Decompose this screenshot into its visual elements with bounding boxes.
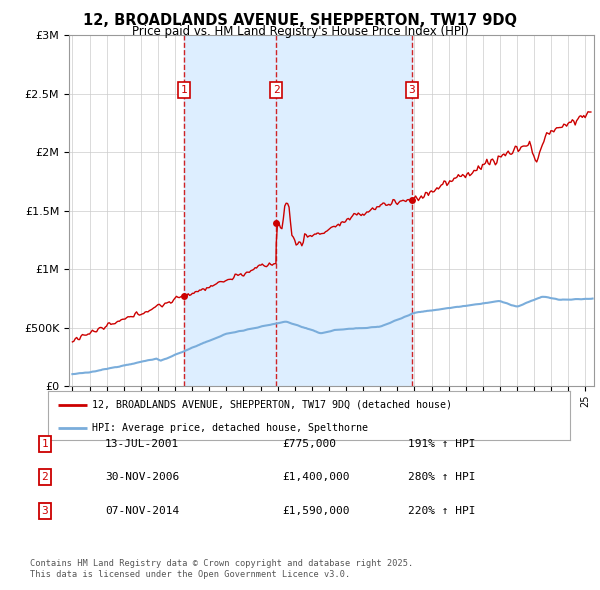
Text: 220% ↑ HPI: 220% ↑ HPI xyxy=(408,506,476,516)
Text: 30-NOV-2006: 30-NOV-2006 xyxy=(105,473,179,482)
Text: This data is licensed under the Open Government Licence v3.0.: This data is licensed under the Open Gov… xyxy=(30,571,350,579)
Text: 3: 3 xyxy=(41,506,49,516)
Text: £1,400,000: £1,400,000 xyxy=(282,473,349,482)
Text: £775,000: £775,000 xyxy=(282,439,336,448)
Bar xyxy=(184,35,276,386)
Text: 2: 2 xyxy=(41,473,49,482)
Text: 2: 2 xyxy=(273,85,280,95)
Text: 280% ↑ HPI: 280% ↑ HPI xyxy=(408,473,476,482)
Text: 07-NOV-2014: 07-NOV-2014 xyxy=(105,506,179,516)
Text: 12, BROADLANDS AVENUE, SHEPPERTON, TW17 9DQ (detached house): 12, BROADLANDS AVENUE, SHEPPERTON, TW17 … xyxy=(92,399,452,409)
Text: £1,590,000: £1,590,000 xyxy=(282,506,349,516)
Text: 191% ↑ HPI: 191% ↑ HPI xyxy=(408,439,476,448)
Text: Contains HM Land Registry data © Crown copyright and database right 2025.: Contains HM Land Registry data © Crown c… xyxy=(30,559,413,568)
Text: 1: 1 xyxy=(181,85,188,95)
Text: 13-JUL-2001: 13-JUL-2001 xyxy=(105,439,179,448)
Text: 1: 1 xyxy=(41,439,49,448)
Text: 12, BROADLANDS AVENUE, SHEPPERTON, TW17 9DQ: 12, BROADLANDS AVENUE, SHEPPERTON, TW17 … xyxy=(83,13,517,28)
Text: HPI: Average price, detached house, Spelthorne: HPI: Average price, detached house, Spel… xyxy=(92,423,368,433)
Text: 3: 3 xyxy=(409,85,415,95)
Bar xyxy=(276,35,412,386)
Text: Price paid vs. HM Land Registry's House Price Index (HPI): Price paid vs. HM Land Registry's House … xyxy=(131,25,469,38)
